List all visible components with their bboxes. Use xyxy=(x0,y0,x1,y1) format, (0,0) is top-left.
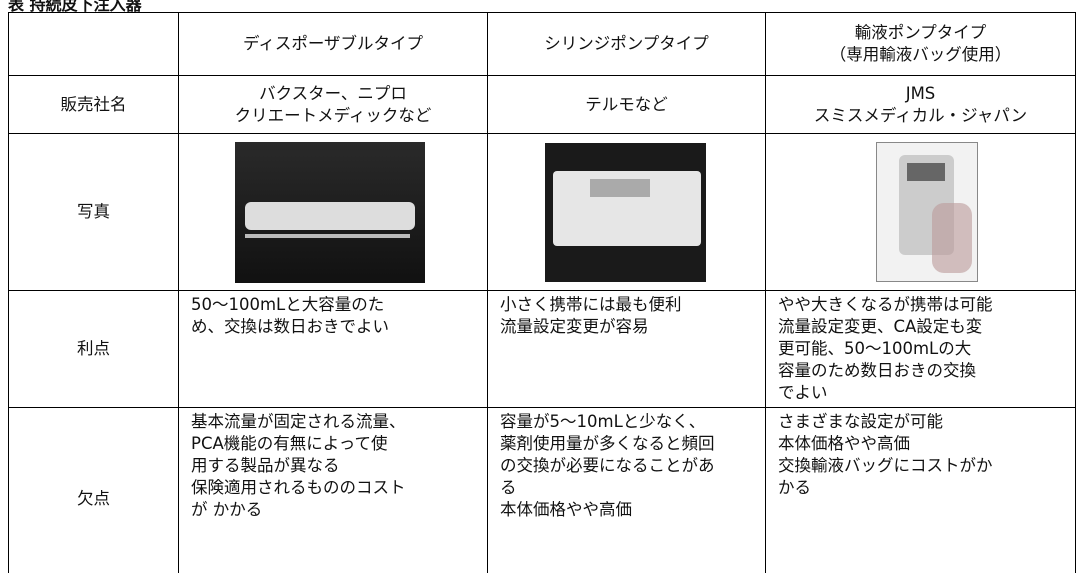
photo-disposable xyxy=(235,142,425,283)
row-label-text: 写真 xyxy=(77,202,110,221)
header-cell: 輸液ポンプタイプ （専用輸液バッグ使用） xyxy=(765,12,1076,75)
text-line: 輸液ポンプタイプ xyxy=(854,23,987,42)
text-line: る xyxy=(500,478,517,497)
text-line: 用する製品が異なる xyxy=(191,456,340,475)
text-line: め、交換は数日おきでよい xyxy=(191,317,389,336)
text-line: スミスメディカル・ジャパン xyxy=(813,105,1028,125)
text-line: PCA機能の有無によって使 xyxy=(191,434,388,453)
table-cell: バクスター、ニプロ クリエートメディックなど xyxy=(178,75,487,133)
row-label: 写真 xyxy=(8,133,178,290)
table-cell xyxy=(765,133,1076,290)
photo-syringe-pump xyxy=(545,143,706,282)
text-line: 本体価格やや高価 xyxy=(500,500,632,519)
text-line: 小さく携帯には最も便利 xyxy=(500,295,682,314)
text-line: クリエートメディックなど xyxy=(234,105,432,125)
text-line: JMS xyxy=(905,83,936,103)
text-line: 流量設定変更が容易 xyxy=(500,317,649,336)
text-line: 薬剤使用量が多くなると頻回 xyxy=(500,434,715,453)
text-line: かる xyxy=(778,478,811,497)
text-line: 基本流量が固定される流量、 xyxy=(191,412,406,431)
text-line: の交換が必要になることがあ xyxy=(500,456,715,475)
text-line: でよい xyxy=(778,383,828,402)
row-label: 利点 xyxy=(8,290,178,407)
text-line: 交換輸液バッグにコストがか xyxy=(778,456,993,475)
table-cell: テルモなど xyxy=(487,75,765,133)
photo-infusion-pump xyxy=(876,142,978,282)
title: 表 持続皮下注入器 xyxy=(8,0,142,14)
text-line: バクスター、ニプロ xyxy=(259,83,407,103)
text-line: 流量設定変更、CA設定も変 xyxy=(778,317,983,336)
text-line: （専用輸液バッグ使用） xyxy=(829,45,1012,64)
text-line: ディスポーザブルタイプ xyxy=(242,34,423,53)
table-cell: 容量が5～10mLと少なく、 薬剤使用量が多くなると頻回 の交換が必要になることがあ… xyxy=(487,407,765,573)
table-cell: JMS スミスメディカル・ジャパン xyxy=(765,75,1076,133)
table-cell: 基本流量が固定される流量、 PCA機能の有無によって使 用する製品が異なる保険適用さ… xyxy=(178,407,487,573)
table-cell: やや大きくなるが携帯は可能 流量設定変更、CA設定も変 更可能、50～100mLの大… xyxy=(765,290,1076,407)
text-line: テルモなど xyxy=(585,94,668,114)
table-cell xyxy=(178,133,487,290)
row-label-text: 販売社名 xyxy=(60,94,127,114)
row-label: 欠点 xyxy=(8,407,178,573)
table-cell: 小さく携帯には最も便利 流量設定変更が容易 xyxy=(487,290,765,407)
text-line: 本体価格やや高価 xyxy=(778,434,910,453)
row-label-text: 利点 xyxy=(77,339,110,358)
row-label: 販売社名 xyxy=(8,75,178,133)
table-cell xyxy=(487,133,765,290)
row-label-text: 欠点 xyxy=(77,489,110,508)
text-line: シリンジポンプタイプ xyxy=(544,34,709,53)
text-line: 容量が5～10mLと少なく、 xyxy=(500,412,706,431)
text-line: 更可能、50～100mLの大 xyxy=(778,339,972,358)
corner-cell xyxy=(8,12,178,75)
table-cell: さまざまな設定が可能 本体価格やや高価交換輸液バッグにコストがか かる xyxy=(765,407,1076,573)
text-line: やや大きくなるが携帯は可能 xyxy=(778,295,993,314)
text-line: が かかる xyxy=(191,500,263,519)
text-line: 50～100mLと大容量のた xyxy=(191,295,385,314)
text-line: 容量のため数日おきの交換 xyxy=(778,361,976,380)
header-cell: シリンジポンプタイプ xyxy=(487,12,765,75)
text-line: 保険適用されるもののコスト xyxy=(191,478,406,497)
header-cell: ディスポーザブルタイプ xyxy=(178,12,487,75)
table-cell: 50～100mLと大容量のた め、交換は数日おきでよい xyxy=(178,290,487,407)
text-line: さまざまな設定が可能 xyxy=(778,412,943,431)
